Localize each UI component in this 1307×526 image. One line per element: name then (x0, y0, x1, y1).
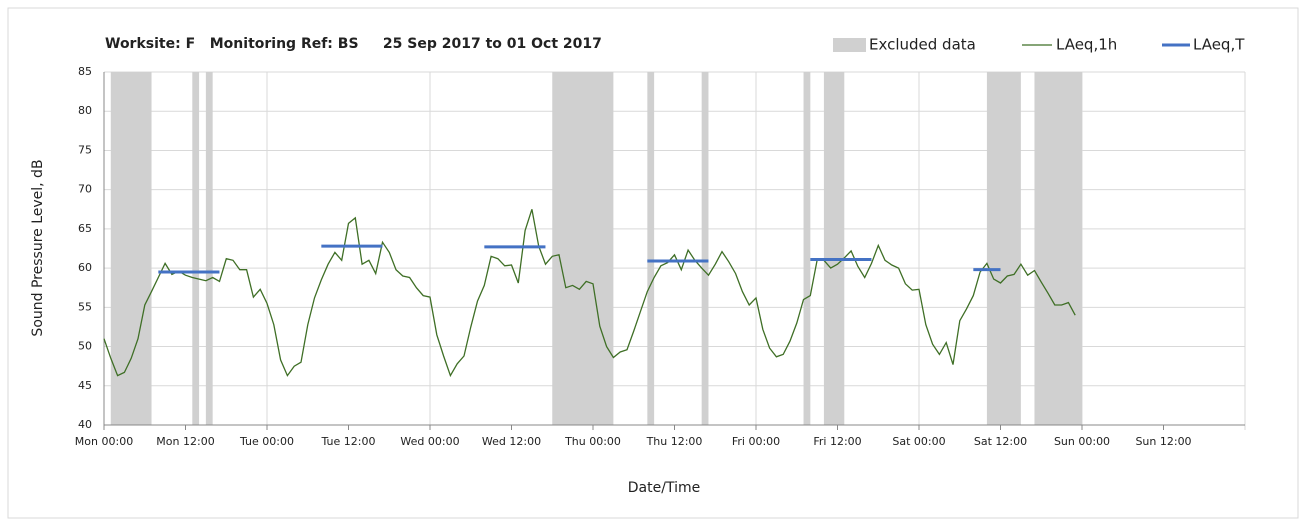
x-tick-label: Fri 00:00 (732, 435, 780, 448)
y-tick-label: 85 (78, 65, 92, 78)
chart-title: Worksite: F Monitoring Ref: BS 25 Sep 20… (105, 36, 602, 52)
excluded-band (701, 72, 709, 425)
y-tick-label: 80 (78, 104, 92, 117)
legend-label: Excluded data (869, 36, 976, 54)
excluded-band (192, 72, 200, 425)
excluded-band (110, 72, 152, 425)
x-tick-label: Tue 00:00 (239, 435, 294, 448)
x-tick-label: Sun 00:00 (1054, 435, 1110, 448)
y-tick-label: 50 (78, 340, 92, 353)
x-tick-label: Wed 12:00 (482, 435, 541, 448)
y-tick-label: 60 (78, 261, 92, 274)
legend-label: LAeq,T (1193, 36, 1245, 54)
y-tick-label: 45 (78, 379, 92, 392)
excluded-band (1034, 72, 1082, 425)
x-tick-label: Thu 00:00 (564, 435, 621, 448)
y-tick-label: 70 (78, 183, 92, 196)
y-tick-label: 40 (78, 418, 92, 431)
excluded-band (552, 72, 614, 425)
x-axis-label: Date/Time (628, 480, 700, 496)
x-tick-label: Mon 00:00 (75, 435, 133, 448)
x-tick-label: Fri 12:00 (813, 435, 861, 448)
x-tick-label: Sat 00:00 (892, 435, 945, 448)
x-tick-label: Mon 12:00 (156, 435, 214, 448)
legend-swatch (833, 38, 866, 52)
excluded-band (803, 72, 811, 425)
x-tick-label: Sun 12:00 (1135, 435, 1191, 448)
x-tick-label: Tue 12:00 (321, 435, 376, 448)
legend-label: LAeq,1h (1056, 36, 1117, 54)
x-tick-label: Thu 12:00 (646, 435, 703, 448)
x-tick-label: Wed 00:00 (400, 435, 459, 448)
y-tick-label: 55 (78, 300, 92, 313)
y-axis-label: Sound Pressure Level, dB (30, 159, 46, 336)
excluded-band (823, 72, 845, 425)
excluded-band (647, 72, 655, 425)
x-tick-label: Sat 12:00 (974, 435, 1027, 448)
excluded-band (986, 72, 1021, 425)
y-tick-label: 75 (78, 143, 92, 156)
excluded-band (205, 72, 213, 425)
y-tick-label: 65 (78, 222, 92, 235)
line-series (103, 209, 1076, 378)
